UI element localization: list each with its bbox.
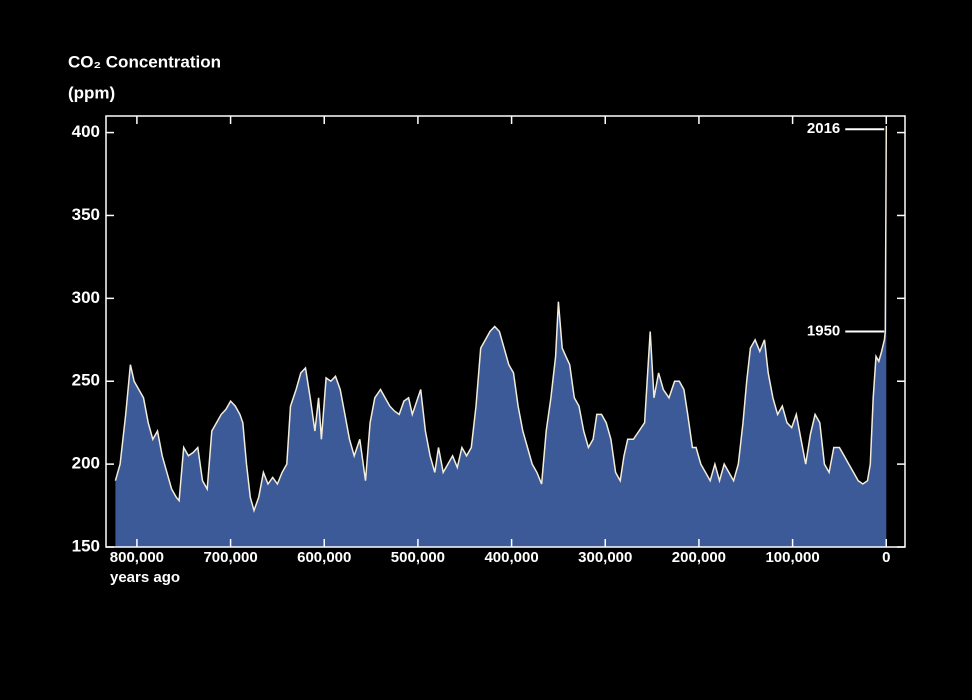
y-tick-label: 200 bbox=[72, 454, 100, 473]
area bbox=[115, 125, 887, 548]
x-tick-label: 800,000 bbox=[110, 549, 164, 566]
y-tick-label: 350 bbox=[72, 205, 100, 224]
annotation-label: 1950 bbox=[807, 322, 840, 339]
annotation-label: 2016 bbox=[807, 120, 840, 137]
x-tick-label: 0 bbox=[882, 549, 890, 566]
x-tick-label: 500,000 bbox=[391, 549, 445, 566]
x-tick-label: 600,000 bbox=[297, 549, 351, 566]
plot-frame bbox=[105, 115, 906, 548]
y-tick-label: 400 bbox=[72, 122, 100, 141]
chart-title: CO₂ Concentration bbox=[68, 52, 221, 71]
y-tick-label: 250 bbox=[72, 371, 100, 390]
x-tick-label: 700,000 bbox=[203, 549, 257, 566]
x-tick-label: 300,000 bbox=[578, 549, 632, 566]
y-tick-label: 300 bbox=[72, 288, 100, 307]
y-tick-label: 150 bbox=[72, 536, 100, 555]
line bbox=[114, 125, 888, 513]
x-tick-label: 400,000 bbox=[484, 549, 538, 566]
x-axis-label: years ago bbox=[110, 569, 180, 586]
x-tick-label: 200,000 bbox=[672, 549, 726, 566]
y-axis-label: (ppm) bbox=[68, 83, 115, 102]
x-tick-label: 100,000 bbox=[765, 549, 819, 566]
